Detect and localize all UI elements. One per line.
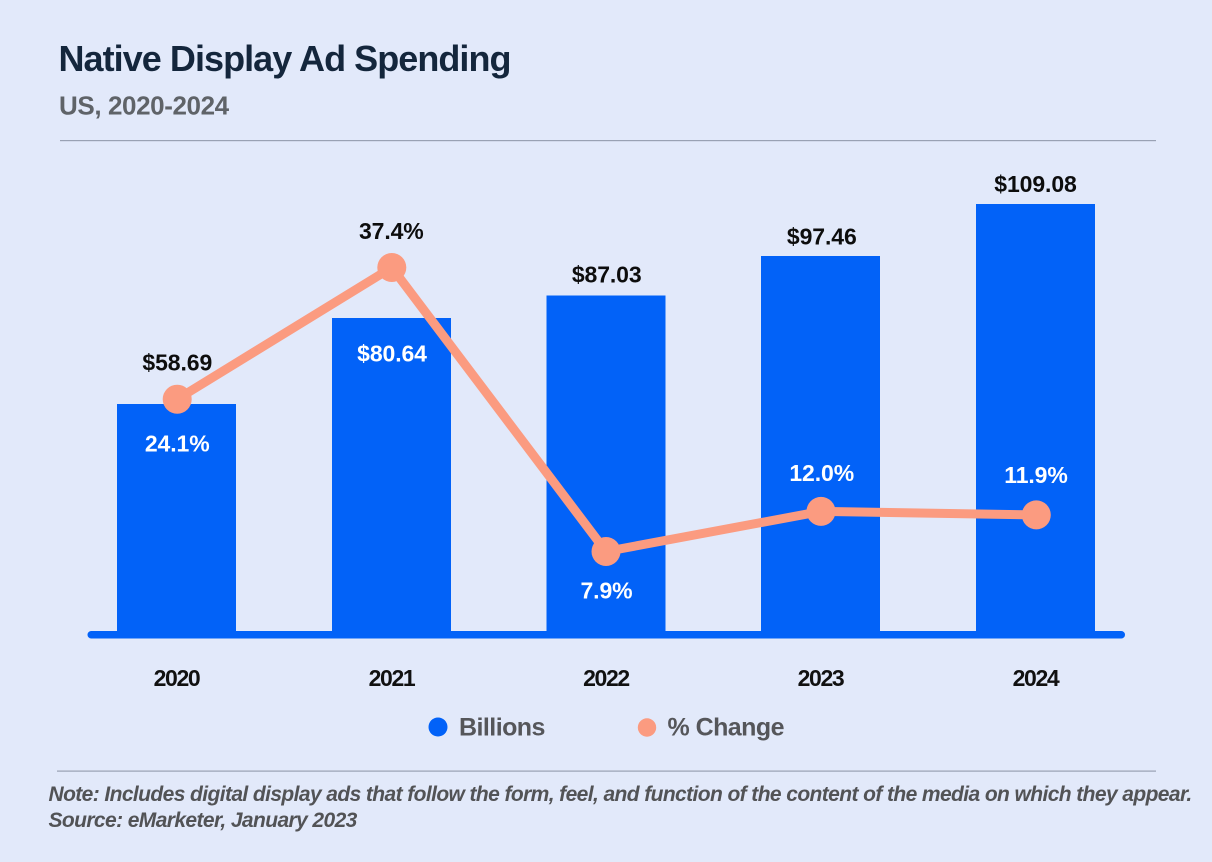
svg-text:$80.64: $80.64 — [357, 341, 427, 367]
svg-text:11.9%: 11.9% — [1004, 462, 1067, 488]
svg-text:12.0%: 12.0% — [789, 460, 854, 486]
svg-text:US, 2020-2024: US, 2020-2024 — [59, 90, 230, 120]
svg-text:Native Display Ad Spending: Native Display Ad Spending — [59, 38, 511, 79]
svg-text:Source: eMarketer, January 202: Source: eMarketer, January 2023 — [49, 809, 358, 832]
svg-text:2024: 2024 — [1013, 665, 1060, 691]
svg-text:% Change: % Change — [668, 714, 785, 742]
svg-text:Billions: Billions — [459, 714, 545, 742]
svg-text:2020: 2020 — [154, 665, 200, 691]
svg-text:2023: 2023 — [798, 665, 844, 691]
svg-text:$87.03: $87.03 — [572, 262, 642, 288]
svg-text:24.1%: 24.1% — [145, 431, 210, 457]
svg-text:$97.46: $97.46 — [787, 224, 857, 250]
svg-text:$109.08: $109.08 — [994, 171, 1077, 197]
svg-text:2021: 2021 — [369, 665, 416, 691]
svg-text:$58.69: $58.69 — [142, 350, 212, 376]
svg-text:37.4%: 37.4% — [359, 218, 424, 244]
svg-text:7.9%: 7.9% — [580, 578, 632, 604]
svg-text:2022: 2022 — [583, 665, 629, 691]
svg-text:Note: Includes digital display: Note: Includes digital display ads that … — [49, 783, 1192, 806]
